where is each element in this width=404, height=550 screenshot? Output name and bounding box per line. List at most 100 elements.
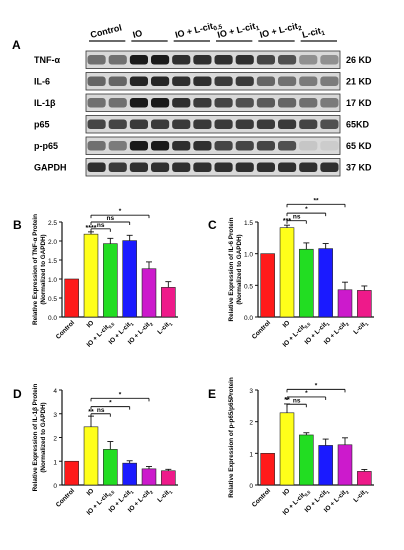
blot-row-name: TNF-α <box>34 55 60 65</box>
y-axis-label-line2: (Normalized to GAPDH) <box>236 234 243 304</box>
blot-band <box>193 141 212 151</box>
blot-row-name: GAPDH <box>34 163 67 173</box>
x-tick-label-sub: 1 <box>364 489 370 495</box>
comparison-label: ns <box>107 215 115 222</box>
blot-band <box>172 55 191 65</box>
y-axis-label: Relative Expression of TNF-α Protein <box>32 214 39 325</box>
blot-band <box>193 162 212 172</box>
comparison-label: ns <box>97 407 105 414</box>
x-tick-label-sub: 0.5 <box>303 321 311 329</box>
bar <box>141 468 157 486</box>
x-tick-label-sub: 1 <box>364 321 370 327</box>
blot-band <box>256 141 275 151</box>
blot-band <box>299 162 318 172</box>
panel-label-b: B <box>13 218 22 232</box>
blot-strip <box>85 136 341 155</box>
x-tick-label-main: Control <box>251 319 272 340</box>
bar <box>357 290 372 318</box>
x-tick-label-sub: 2 <box>149 321 155 327</box>
y-tick-label: 1 <box>249 451 253 458</box>
blot-band <box>235 119 254 129</box>
bar <box>357 471 372 486</box>
blot-strip <box>85 72 341 91</box>
blot-strip <box>85 115 341 134</box>
x-tick-label-sub: 1 <box>129 489 135 495</box>
x-tick-label-main: Control <box>55 319 76 340</box>
blot-band <box>193 55 212 65</box>
bar <box>141 268 157 318</box>
comparison-label: * <box>305 390 308 397</box>
blot-band <box>320 119 339 129</box>
blot-band <box>214 141 233 151</box>
significance-marker: ** <box>284 397 290 404</box>
y-tick-label: 2 <box>53 436 57 443</box>
bar <box>299 248 314 318</box>
chart-il6: 0.0 0.5 1.0 1.5 Relative Expression of IL-6 … <box>228 197 374 349</box>
bar <box>299 434 314 486</box>
panel-label-e: E <box>208 387 216 401</box>
blot-band <box>129 141 148 151</box>
bar <box>103 449 118 486</box>
y-tick-label: 1.0 <box>48 277 57 284</box>
blot-band <box>320 98 339 108</box>
y-tick-label: 2 <box>249 420 253 427</box>
blot-band <box>278 76 297 86</box>
blot-band <box>87 162 106 172</box>
y-tick-label: 1.5 <box>48 258 57 265</box>
x-tick-label-sub: 1 <box>325 489 331 495</box>
x-tick-label-sub: 2 <box>345 489 351 495</box>
blot-band <box>151 141 170 151</box>
blot-band <box>256 162 275 172</box>
x-tick-label-sub: 1 <box>129 321 135 327</box>
panel-label-d: D <box>13 387 22 401</box>
comparison-label: * <box>109 400 112 407</box>
x-tick-label: IO <box>282 487 292 497</box>
blot-band <box>214 162 233 172</box>
blot-band <box>256 55 275 65</box>
bar <box>260 253 275 318</box>
blot-band <box>235 76 254 86</box>
bar <box>103 243 118 318</box>
y-axis-label-line2: (Normalized to GAPDH) <box>40 234 47 304</box>
comparison-label: ** <box>313 197 319 204</box>
blot-row-size: 17 KD <box>346 98 372 108</box>
comparison-label: ns <box>293 214 301 221</box>
blot-band <box>278 141 297 151</box>
x-tick-label-sub: 2 <box>345 321 351 327</box>
x-tick-label: Control <box>251 487 272 508</box>
blot-band <box>320 55 339 65</box>
blot-band <box>193 119 212 129</box>
y-tick-label: 1 <box>53 459 57 466</box>
y-axis-label-line2: (Normalized to GAPDH) <box>40 402 47 472</box>
blot-band <box>129 76 148 86</box>
x-tick-label-sub: 0.5 <box>303 489 311 497</box>
blot-band <box>172 98 191 108</box>
chart-p-p65-ratio: 0 1 2 3 Relative Expression of p-p65/p65Prot… <box>228 377 374 517</box>
y-tick-label: 0.5 <box>244 283 253 290</box>
blot-band <box>256 98 275 108</box>
bar <box>337 444 353 486</box>
x-tick-label: IO <box>86 487 96 497</box>
bar <box>337 289 353 318</box>
blot-band <box>87 55 106 65</box>
blot-band <box>278 119 297 129</box>
blot-group-label-sub: 2 <box>298 25 304 33</box>
blot-band <box>235 55 254 65</box>
blot-band <box>235 162 254 172</box>
blot-band <box>129 98 148 108</box>
x-tick-label-sub: 1 <box>168 321 174 327</box>
x-tick-label-sub: 0.5 <box>107 321 115 329</box>
blot-band <box>278 162 297 172</box>
y-tick-label: 1.5 <box>244 220 253 227</box>
blot-group-label: IO + L-cit1 <box>216 20 260 42</box>
bar <box>64 278 79 318</box>
blot-band <box>172 119 191 129</box>
blot-group-label: Control <box>89 22 122 39</box>
blot-band <box>151 98 170 108</box>
blot-band <box>108 119 127 129</box>
blot-band <box>256 76 275 86</box>
blot-band <box>320 141 339 151</box>
x-tick-label: L-cit1 <box>156 319 173 336</box>
